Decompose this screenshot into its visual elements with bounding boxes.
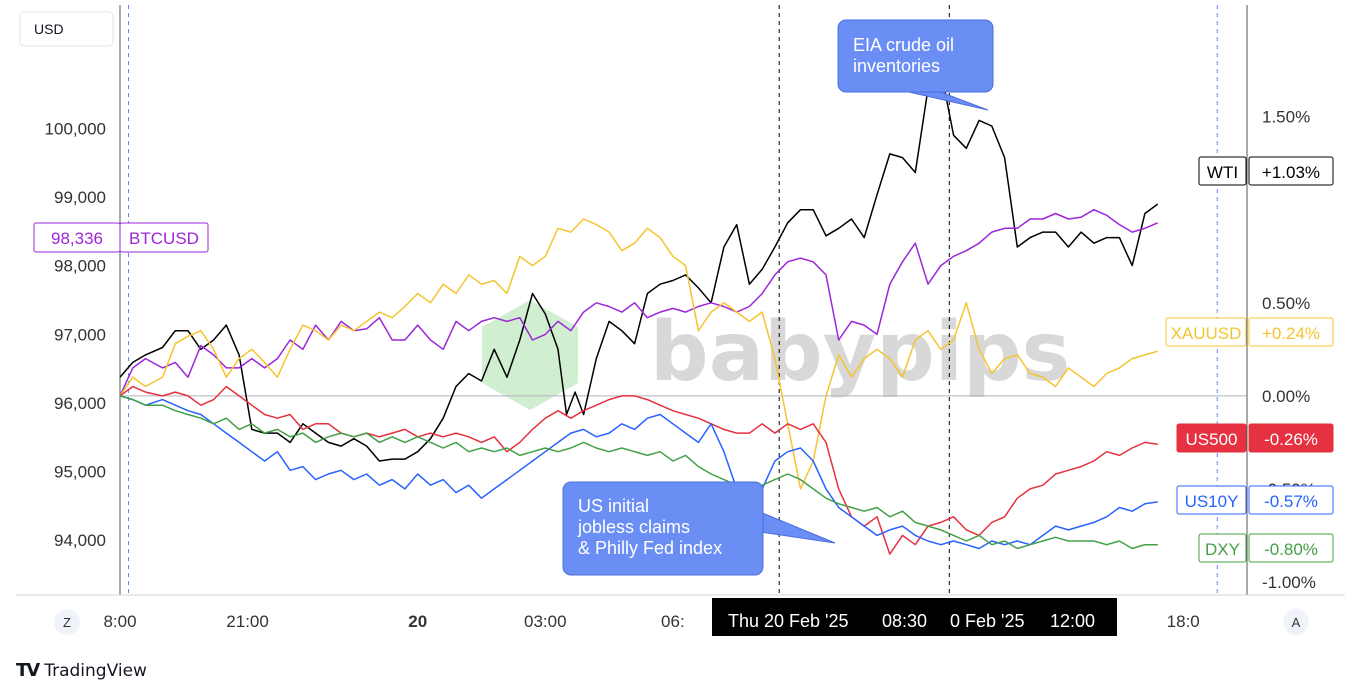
- time-tick-label: 03:00: [524, 612, 567, 631]
- tradingview-logo-icon: TV: [16, 660, 40, 681]
- series-value-box: [1248, 423, 1334, 453]
- annotation-eia-pointer: [899, 89, 989, 111]
- series-line-wti: [119, 69, 1159, 462]
- watermark-cube-left: [482, 327, 530, 410]
- watermark-cube-right: [530, 327, 578, 410]
- axes: 100,000 99,000 98,000 97,000 96,000 95,000 94,…: [16, 5, 1345, 596]
- btc-name-box: [119, 222, 209, 253]
- right-tick-label: 1.50%: [1262, 108, 1310, 127]
- time-tick-label: 18:0: [1167, 612, 1200, 631]
- tradingview-brand: TV TradingView: [16, 660, 147, 681]
- time-tick-label: 20: [408, 612, 427, 631]
- series-name-box: [1176, 423, 1247, 453]
- series-name-text: XAUUSD: [1171, 324, 1242, 343]
- corner-left-label: Z: [63, 615, 71, 630]
- series-value-box: [1248, 533, 1334, 563]
- left-tick-label: 96,000: [54, 394, 106, 413]
- series-name-box: [1176, 485, 1247, 515]
- series-name-text: US500: [1186, 430, 1238, 449]
- series-value-box: [1248, 156, 1334, 186]
- annotation-jobless-line: US initial: [578, 496, 649, 516]
- left-tick-label: 99,000: [54, 188, 106, 207]
- corner-right-label: A: [1292, 615, 1301, 630]
- annotation-eia-line: inventories: [853, 56, 940, 76]
- series-name-box: [1198, 533, 1247, 563]
- currency-button-bg: [19, 11, 114, 47]
- time-tick-label: 8:00: [103, 612, 136, 631]
- right-tick-label: 0.00%: [1262, 387, 1310, 406]
- series-value-text: -0.57%: [1264, 492, 1318, 511]
- left-tick-label: 100,000: [45, 119, 106, 138]
- series-line-us10y: [119, 395, 1158, 550]
- series-value-text: -0.26%: [1264, 430, 1318, 449]
- corner-right-button: [1283, 609, 1309, 635]
- crosshair-date-2: 0 Feb '25: [950, 611, 1025, 631]
- series-line-xauusd: [119, 218, 1158, 490]
- series-value-text: +1.03%: [1262, 163, 1320, 182]
- annotation-jobless-line: jobless claims: [577, 517, 690, 537]
- tradingview-name: TradingView: [44, 660, 147, 681]
- crosshair-date-1: Thu 20 Feb '25: [728, 611, 849, 631]
- currency-button-label: USD: [34, 21, 64, 37]
- left-tick-label: 98,000: [54, 257, 106, 276]
- btc-price-label: 98,336 BTCUSD: [33, 222, 209, 253]
- crosshair-box: [712, 598, 1117, 636]
- left-tick-label: 94,000: [54, 531, 106, 550]
- left-tick-label: 95,000: [54, 463, 106, 482]
- series-group: [119, 69, 1159, 555]
- series-value-box: [1248, 485, 1334, 515]
- babypips-watermark: babypips: [482, 300, 1071, 410]
- right-tick-label: -1.00%: [1262, 573, 1316, 592]
- time-tick-label: 21:00: [226, 612, 269, 631]
- series-line-btcusd: [119, 208, 1158, 397]
- currency-button: USD: [19, 11, 114, 47]
- series-value-box: [1248, 317, 1334, 347]
- annotation-jobless-line: & Philly Fed index: [578, 538, 722, 558]
- series-labels: WTI +1.03% XAUUSD +0.24% US500 -0.26% US10Y -0.…: [33, 156, 1334, 563]
- crosshair-time-2: 12:00: [1050, 611, 1095, 631]
- series-line-dxy: [119, 395, 1158, 550]
- annotation-jobless-pointer: [759, 511, 836, 544]
- crosshair-time-1: 08:30: [882, 611, 927, 631]
- watermark-text: babypips: [650, 305, 1071, 400]
- series-label-dxy: DXY -0.80%: [1198, 533, 1334, 563]
- series-name-text: WTI: [1207, 163, 1238, 182]
- right-tick-label: 0.50%: [1262, 294, 1310, 313]
- watermark-cube-top: [482, 300, 578, 355]
- series-line-us500: [119, 385, 1158, 555]
- series-name-text: US10Y: [1185, 492, 1239, 511]
- btc-price-text: 98,336: [51, 229, 103, 248]
- series-label-wti: WTI +1.03%: [1198, 156, 1334, 186]
- annotation-jobless-box: [562, 481, 764, 576]
- series-name-box: [1198, 156, 1247, 186]
- series-label-xauusd: XAUUSD +0.24%: [1165, 317, 1334, 347]
- corner-left-button: [54, 609, 80, 635]
- btc-name-text: BTCUSD: [129, 229, 199, 248]
- series-value-text: +0.24%: [1262, 324, 1320, 343]
- annotation-eia-line: EIA crude oil: [853, 35, 954, 55]
- series-name-box: [1165, 317, 1247, 347]
- time-tick-label: 06:: [661, 612, 685, 631]
- series-name-text: DXY: [1205, 540, 1240, 559]
- series-label-us10y: US10Y -0.57%: [1176, 485, 1334, 515]
- series-value-text: -0.80%: [1264, 540, 1318, 559]
- annotation-eia-box: [837, 19, 994, 93]
- series-label-us500: US500 -0.26%: [1176, 423, 1334, 453]
- left-tick-label: 97,000: [54, 325, 106, 344]
